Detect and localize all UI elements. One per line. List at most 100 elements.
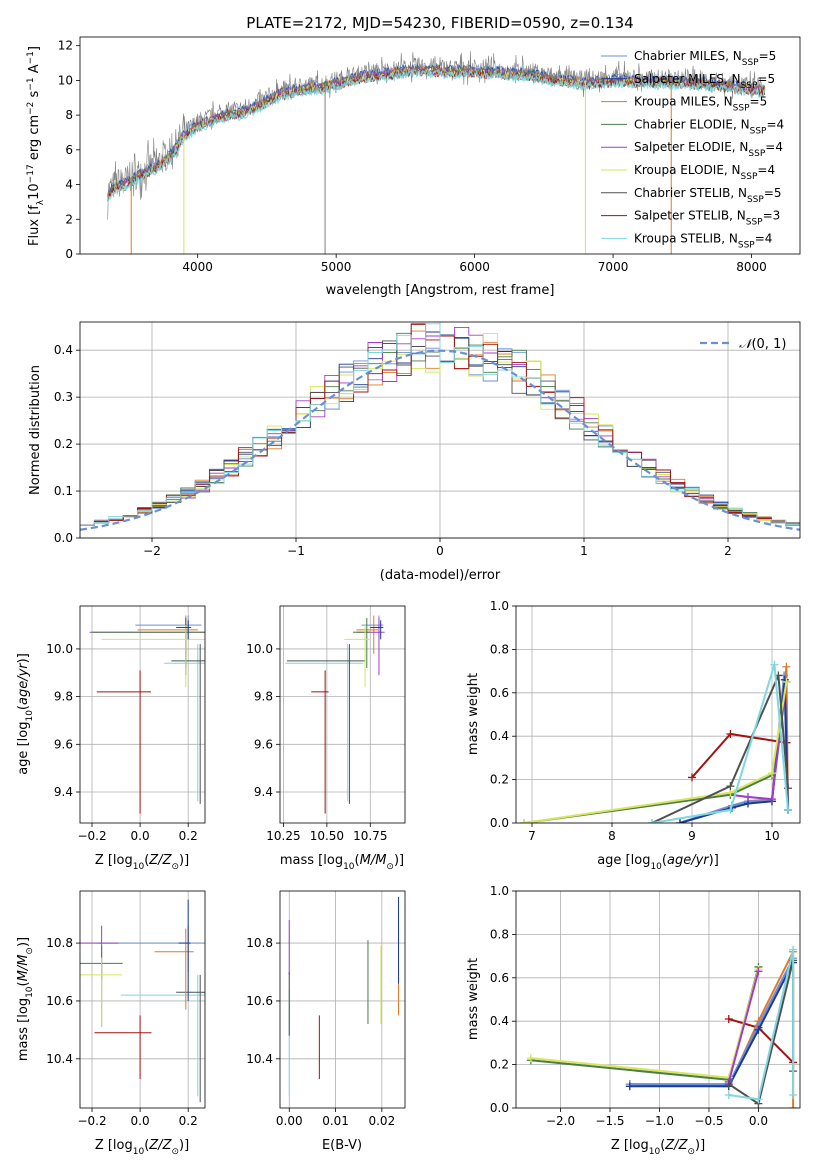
y-tick-label: 0.4 — [490, 729, 509, 743]
weight-marker — [754, 967, 763, 976]
weight-marker — [688, 773, 696, 782]
y-tick-label: 9.8 — [254, 690, 273, 704]
y-tick-label: 0 — [65, 247, 73, 261]
y-tick-label: 9.6 — [54, 737, 73, 751]
weight-marker — [789, 1090, 798, 1099]
y-tick-label: 0.4 — [490, 1014, 509, 1028]
x-axis-label: Z [log10(Z/Z⊙)] — [611, 1138, 705, 1157]
spectrum-legend: Chabrier MILES, NSSP=5 Salpeter MILES, NS… — [601, 49, 784, 250]
y-tick-label: 0.8 — [490, 927, 509, 941]
weight-marker — [770, 660, 779, 669]
x-tick-label: −0.5 — [694, 1114, 723, 1128]
legend-label: Kroupa STELIB, NSSP=4 — [634, 231, 772, 250]
weight-marker — [526, 1054, 535, 1063]
weight-marker — [744, 792, 752, 801]
axes-frame — [515, 605, 801, 824]
y-tick-label: 0.4 — [54, 343, 73, 357]
x-axis-label: age [log10(age/yr)] — [597, 853, 719, 872]
x-tick-label: 10.50 — [310, 829, 344, 843]
y-tick-label: 0.2 — [490, 1058, 509, 1072]
x-tick-label: 0 — [436, 544, 444, 558]
weight-marker — [648, 819, 656, 823]
weight-line-kroupa-stelib — [651, 664, 789, 823]
x-axis-label: mass [log10(M/M⊙)] — [280, 853, 404, 872]
legend-label: Chabrier ELODIE, NSSP=4 — [634, 117, 784, 136]
y-tick-label: 10.4 — [46, 1052, 73, 1066]
y-tick-label: 4 — [65, 178, 73, 192]
x-axis-label: E(B-V) — [322, 1138, 362, 1153]
x-tick-label: 4000 — [182, 260, 213, 274]
y-axis-label: age [log10(age/yr)] — [16, 653, 35, 775]
plot-area — [80, 323, 800, 538]
legend-label: 𝒩(0, 1) — [739, 337, 786, 352]
weight-marker — [789, 945, 798, 954]
y-axis-label: mass [log10(M/M⊙)] — [16, 937, 35, 1061]
x-tick-label: −0.2 — [77, 829, 106, 843]
weight-marker — [726, 782, 735, 791]
y-tick-label: 10.4 — [246, 1052, 273, 1066]
x-tick-label: 0.01 — [322, 1114, 349, 1128]
plot-area — [285, 615, 385, 814]
plot-area — [520, 660, 792, 823]
y-axis-label: mass weight — [466, 673, 481, 755]
y-tick-label: 2 — [65, 212, 73, 226]
x-tick-label: 7000 — [598, 260, 629, 274]
x-tick-label: −1.0 — [645, 1114, 674, 1128]
y-tick-label: 10.8 — [46, 936, 73, 950]
spectrum-axes: 4000 5000 6000 7000 8000 0 2 4 6 8 10 12 Chabrier MI… — [26, 36, 801, 298]
axes-frame — [79, 605, 206, 824]
y-tick-label: 0.6 — [490, 686, 509, 700]
legend-label: Chabrier MILES, NSSP=5 — [634, 49, 776, 68]
z-age-axes: −0.2 0.0 0.2 9.4 9.6 9.8 10.0 Z [log10(Z/Z⊙)] ag… — [16, 605, 206, 872]
x-tick-label: −1 — [287, 544, 305, 558]
y-tick-label: 10.6 — [46, 994, 73, 1008]
x-tick-label: 10.25 — [266, 829, 300, 843]
y-tick-label: 0.0 — [490, 816, 509, 830]
plot-area — [80, 899, 205, 1103]
legend-label: Salpeter ELODIE, NSSP=4 — [634, 140, 783, 159]
axes-frame — [279, 890, 406, 1109]
weight-marker — [724, 1090, 733, 1099]
legend-label: Kroupa ELODIE, NSSP=4 — [634, 163, 775, 182]
weight-marker — [520, 819, 528, 823]
x-tick-label: 8000 — [736, 260, 767, 274]
y-tick-label: 9.4 — [54, 785, 73, 799]
weight-marker — [676, 819, 684, 823]
weight-marker — [724, 1080, 733, 1089]
legend-label: Kroupa MILES, NSSP=5 — [634, 95, 767, 114]
y-axis-label: mass weight — [466, 958, 481, 1040]
weight-line-kroupa-elodie — [523, 681, 788, 823]
weight-marker — [726, 805, 735, 814]
weight-line-salpeter-elodie — [730, 681, 788, 801]
weight-marker — [625, 1082, 634, 1091]
histogram-kroupa-stelib — [80, 323, 800, 538]
axes-frame — [79, 890, 206, 1109]
y-tick-label: 10 — [58, 73, 73, 87]
y-tick-label: 10.8 — [246, 936, 273, 950]
x-tick-label: 0.0 — [131, 829, 150, 843]
y-tick-label: 0.6 — [490, 971, 509, 985]
y-tick-label: 0.1 — [54, 484, 73, 498]
plot-area — [526, 945, 798, 1108]
y-tick-label: 1.0 — [490, 884, 509, 898]
weight-marker — [754, 1025, 763, 1034]
weight-marker — [782, 677, 791, 686]
y-tick-label: 0.8 — [490, 642, 509, 656]
x-axis-label: (data-model)/error — [380, 568, 501, 583]
y-tick-label: 1.0 — [490, 599, 509, 613]
x-tick-label: 8 — [608, 829, 616, 843]
x-tick-label: −2 — [143, 544, 161, 558]
x-tick-label: 6000 — [459, 260, 490, 274]
x-tick-label: 0.00 — [276, 1114, 303, 1128]
y-tick-label: 10.0 — [246, 642, 273, 656]
x-tick-label: 9 — [688, 829, 696, 843]
y-axis-label: Flux [fλ10−17 erg cm−2 s−1 A−1] — [26, 46, 46, 246]
y-tick-label: 10.6 — [246, 994, 273, 1008]
x-tick-label: 5000 — [321, 260, 352, 274]
plot-area — [288, 896, 400, 1097]
y-tick-label: 0.2 — [490, 773, 509, 787]
weight-marker — [768, 769, 776, 778]
z-weight-axes: −2.0 −1.5 −1.0 −0.5 0.0 0.0 0.2 0.4 0.6 0.8 1.0 Z [… — [466, 884, 801, 1157]
y-tick-label: 9.4 — [254, 785, 273, 799]
